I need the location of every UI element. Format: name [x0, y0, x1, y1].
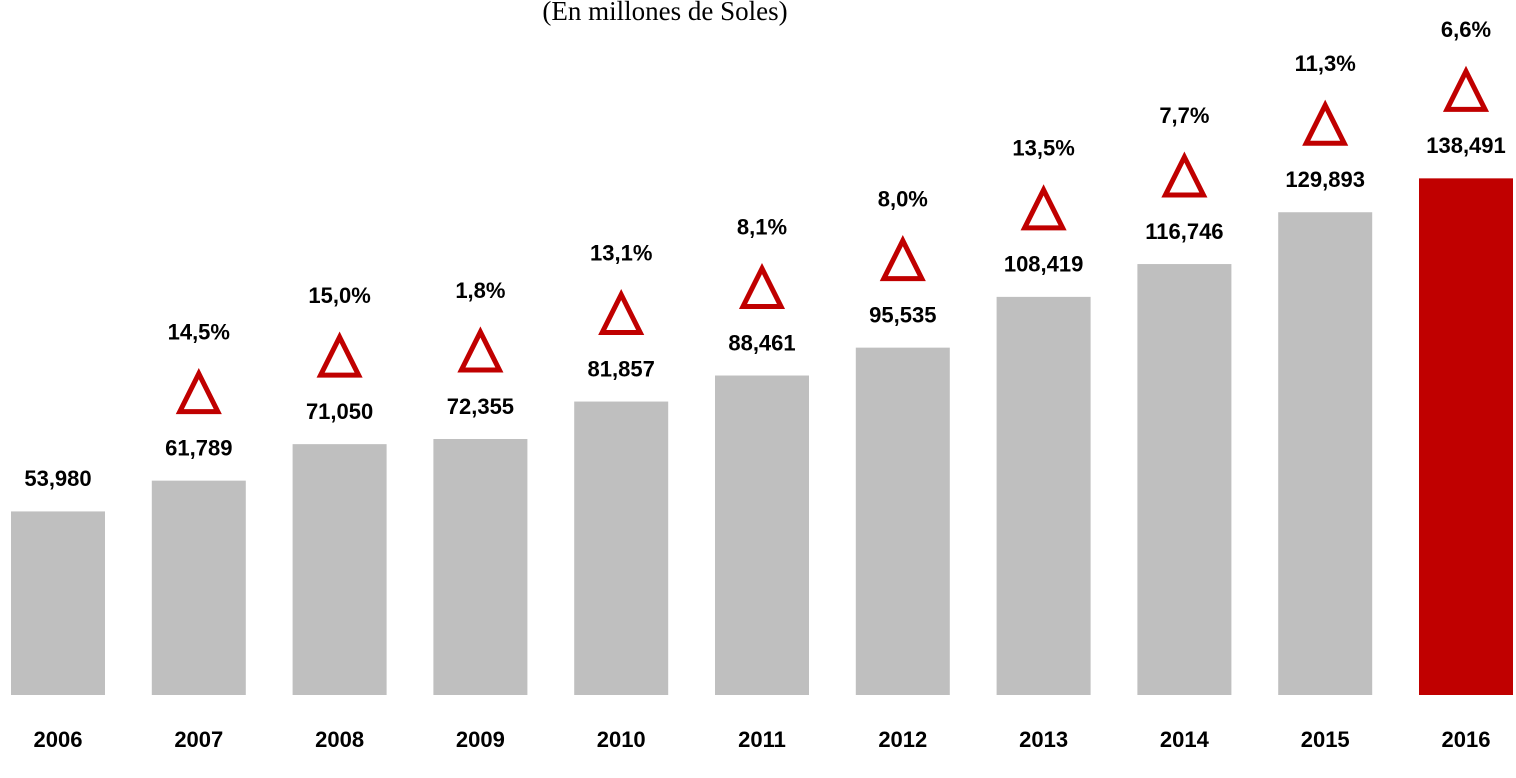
- x-tick-label: 2014: [1160, 727, 1210, 752]
- value-label: 81,857: [588, 356, 655, 381]
- value-label: 129,893: [1285, 167, 1365, 192]
- x-tick-label: 2016: [1442, 727, 1491, 752]
- value-label: 95,535: [869, 302, 936, 327]
- bar: [292, 444, 387, 695]
- growth-triangle: [1442, 65, 1490, 112]
- bar: [574, 401, 669, 695]
- x-tick-label: 2010: [597, 727, 646, 752]
- bar: [855, 347, 950, 695]
- x-tick-label: 2011: [738, 727, 786, 752]
- growth-triangle: [598, 288, 645, 336]
- x-tick-label: 2009: [456, 727, 505, 752]
- value-label: 72,355: [447, 394, 514, 419]
- growth-label: 15,0%: [308, 283, 370, 308]
- growth-label: 8,0%: [878, 186, 928, 211]
- x-tick-label: 2013: [1019, 727, 1068, 752]
- growth-label: 11,3%: [1295, 51, 1356, 76]
- bar: [151, 480, 246, 695]
- value-label: 116,746: [1145, 219, 1223, 244]
- bar: [11, 511, 105, 695]
- x-tick-label: 2007: [174, 727, 223, 752]
- growth-triangle: [1161, 151, 1208, 198]
- x-tick-label: 2008: [315, 727, 364, 752]
- bar: [1137, 264, 1232, 695]
- chart-subtitle: (En millones de Soles): [542, 0, 787, 26]
- growth-triangle: [316, 331, 363, 378]
- x-tick-label: 2006: [34, 727, 83, 752]
- growth-label: 8,1%: [737, 214, 787, 239]
- bar: [1278, 212, 1373, 695]
- growth-label: 6,6%: [1441, 17, 1491, 42]
- growth-triangle: [1302, 99, 1349, 146]
- bar: [996, 296, 1091, 695]
- x-tick-label: 2012: [878, 727, 927, 752]
- growth-triangle: [457, 326, 504, 373]
- value-label: 88,461: [728, 330, 795, 355]
- growth-triangle: [879, 235, 926, 282]
- value-label: 138,491: [1426, 133, 1506, 158]
- value-label: 61,789: [165, 435, 232, 460]
- growth-label: 13,1%: [590, 240, 652, 265]
- bar: [1419, 178, 1513, 696]
- growth-label: 7,7%: [1159, 103, 1209, 128]
- growth-triangle: [738, 262, 786, 310]
- bar: [433, 439, 528, 695]
- growth-triangle: [1020, 184, 1067, 231]
- bar: [715, 375, 809, 695]
- growth-label: 1,8%: [455, 278, 505, 303]
- value-label: 53,980: [24, 466, 91, 491]
- growth-label: 14,5%: [168, 319, 230, 344]
- value-label: 71,050: [306, 399, 373, 424]
- value-label: 108,419: [1004, 252, 1084, 277]
- x-tick-label: 2015: [1301, 727, 1350, 752]
- growth-triangle: [175, 368, 222, 415]
- growth-label: 13,5%: [1012, 136, 1074, 161]
